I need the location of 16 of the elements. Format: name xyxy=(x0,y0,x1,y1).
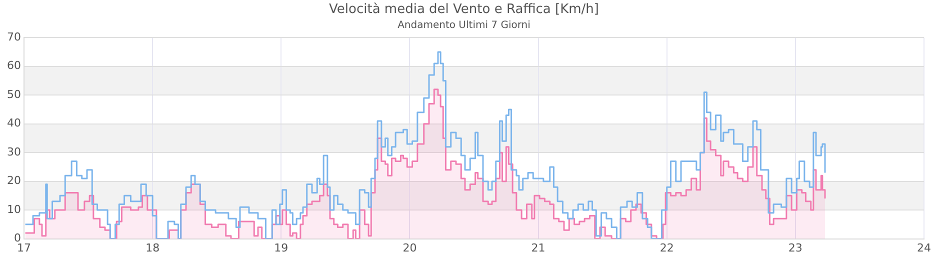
y-tick-label: 10 xyxy=(6,202,21,216)
y-tick-label: 30 xyxy=(6,145,21,158)
y-tick-label: 60 xyxy=(6,59,21,72)
y-tick-label: 50 xyxy=(6,88,21,101)
x-tick-label: 22 xyxy=(660,241,674,254)
x-tick-label: 21 xyxy=(531,241,546,254)
chart-title: Velocità media del Vento e Raffica [Km/h] xyxy=(329,2,599,18)
x-tick-label: 24 xyxy=(917,241,931,254)
x-tick-label: 20 xyxy=(402,241,417,254)
chart-subtitle: Andamento Ultimi 7 Giorni xyxy=(398,20,530,32)
y-tick-label: 40 xyxy=(6,116,21,130)
x-tick-label: 18 xyxy=(146,241,160,254)
x-tick-label: 23 xyxy=(788,241,802,254)
y-tick-label: 20 xyxy=(6,174,21,188)
y-tick-label: 70 xyxy=(6,30,21,44)
x-tick-label: 19 xyxy=(274,241,288,254)
